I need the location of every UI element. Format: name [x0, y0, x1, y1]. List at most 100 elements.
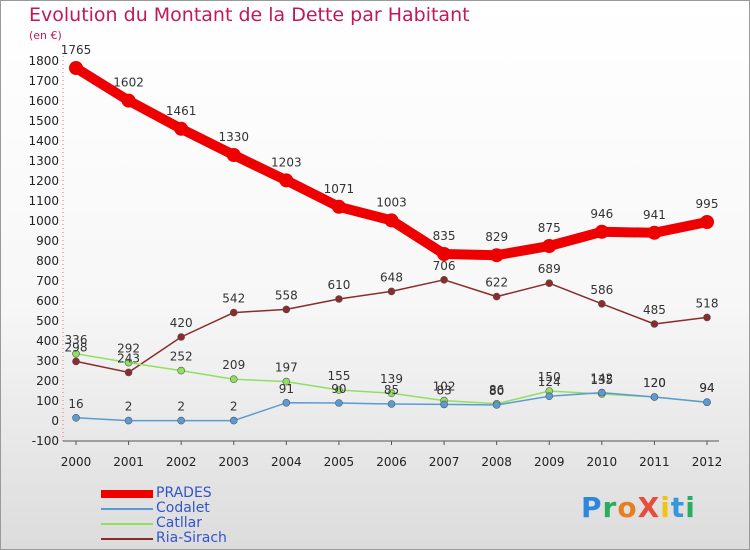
x-tick-label: 2001: [113, 455, 144, 469]
data-label: 155: [327, 369, 350, 383]
y-tick-label: 400: [36, 334, 59, 348]
y-tick-label: 300: [36, 354, 59, 368]
data-point: [598, 388, 606, 397]
y-tick-label: 1200: [28, 174, 59, 188]
legend-swatch: [101, 489, 153, 498]
y-tick-label: 1300: [28, 154, 59, 168]
x-tick-label: 2007: [429, 455, 460, 469]
legend-item: Codalet: [101, 501, 227, 516]
data-label: 622: [485, 276, 508, 290]
data-point: [335, 399, 343, 407]
data-point: [703, 313, 711, 322]
data-label: 91: [279, 382, 294, 396]
data-label: 1003: [376, 195, 407, 209]
data-label: 1330: [218, 130, 249, 144]
data-label: 1602: [113, 76, 144, 90]
data-point: [279, 173, 294, 188]
y-tick-label: 500: [36, 314, 59, 328]
brand-letter: X: [637, 491, 661, 524]
data-point: [594, 224, 609, 239]
data-point: [72, 413, 80, 422]
y-tick-label: 1000: [28, 214, 59, 228]
data-point: [542, 239, 557, 253]
legend-item: Ria-Sirach: [101, 531, 227, 546]
data-point: [440, 400, 448, 409]
data-label: 16: [68, 397, 83, 411]
data-label: 706: [433, 259, 456, 273]
data-label: 946: [590, 207, 613, 221]
data-label: 150: [538, 370, 561, 384]
data-label: 586: [590, 283, 613, 297]
data-point: [72, 349, 80, 358]
legend-item: Catllar: [101, 516, 227, 531]
data-point: [440, 275, 448, 284]
x-tick-label: 2012: [692, 455, 723, 469]
legend-label: Codalet: [156, 500, 210, 516]
data-point: [124, 358, 133, 367]
x-tick-label: 2004: [271, 455, 302, 469]
y-tick-label: 1700: [28, 74, 59, 88]
data-label: 197: [275, 361, 298, 375]
data-label: 243: [117, 351, 140, 365]
data-label: 542: [222, 292, 245, 306]
data-label: 94: [699, 381, 714, 395]
legend-swatch: [101, 522, 153, 525]
data-point: [177, 333, 185, 341]
data-point: [331, 199, 346, 214]
data-label: 995: [696, 197, 719, 211]
data-point: [545, 392, 554, 401]
y-tick-label: 1100: [28, 194, 59, 208]
legend-label: Catllar: [156, 515, 202, 531]
brand-letter: o: [617, 491, 638, 524]
data-point: [387, 400, 396, 408]
data-point: [387, 389, 396, 398]
data-point: [384, 213, 399, 228]
y-tick-label: 900: [36, 234, 59, 248]
legend-swatch: [101, 507, 153, 510]
brand-letter: r: [602, 491, 618, 524]
data-label: 1765: [61, 43, 92, 57]
data-label: 420: [170, 316, 193, 330]
x-tick-label: 2003: [218, 455, 249, 469]
data-label: 689: [538, 262, 561, 276]
y-tick-label: 1400: [28, 134, 59, 148]
data-point: [282, 305, 291, 314]
x-tick-label: 2008: [481, 455, 512, 469]
data-label: 85: [384, 383, 399, 397]
y-tick-label: 1600: [28, 94, 59, 108]
data-point: [226, 148, 241, 162]
data-label: 829: [485, 230, 508, 244]
data-point: [598, 299, 606, 308]
data-point: [177, 416, 185, 425]
data-label: 558: [275, 288, 298, 302]
brand-letter: i: [685, 491, 696, 524]
data-point: [124, 368, 133, 377]
brand-letter: P: [581, 491, 603, 524]
brand-logo: ProXiti: [581, 491, 696, 524]
data-point: [229, 375, 238, 384]
data-point: [124, 416, 133, 425]
data-point: [282, 377, 291, 386]
x-tick-label: 2011: [639, 455, 670, 469]
legend-swatch: [101, 537, 153, 540]
data-label: 941: [643, 208, 666, 222]
data-point: [650, 320, 659, 328]
data-label: 485: [643, 303, 666, 317]
data-point: [492, 401, 501, 409]
data-point: [72, 357, 80, 366]
data-label: 610: [327, 278, 350, 292]
data-point: [282, 398, 291, 407]
data-point: [703, 398, 711, 407]
data-point: [647, 225, 662, 240]
data-point: [700, 215, 714, 229]
y-tick-label: 700: [36, 274, 59, 288]
x-tick-label: 2006: [376, 455, 407, 469]
data-point: [121, 93, 136, 108]
data-label: 252: [170, 350, 193, 364]
data-label: 1461: [166, 104, 197, 118]
y-tick-label: 1500: [28, 114, 59, 128]
data-label: 1203: [271, 155, 302, 169]
data-label: 86: [489, 383, 504, 397]
